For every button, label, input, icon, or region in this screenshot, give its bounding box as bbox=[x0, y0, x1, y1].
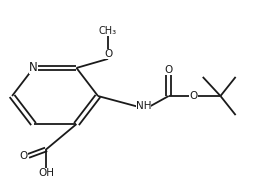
Text: O: O bbox=[165, 65, 173, 75]
Text: O: O bbox=[190, 91, 198, 101]
Text: N: N bbox=[29, 61, 38, 74]
Text: OH: OH bbox=[38, 168, 54, 178]
Text: CH₃: CH₃ bbox=[99, 26, 117, 36]
Text: NH: NH bbox=[136, 102, 151, 112]
Text: O: O bbox=[19, 151, 27, 161]
Text: O: O bbox=[104, 49, 112, 59]
